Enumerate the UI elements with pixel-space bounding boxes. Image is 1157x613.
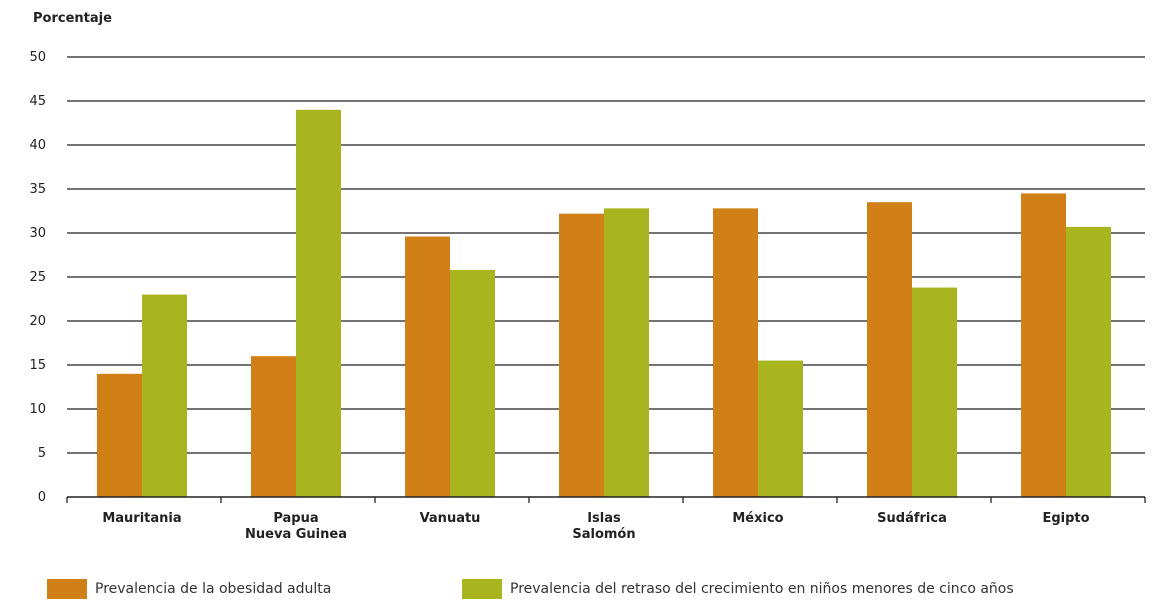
- y-tick-label: 35: [29, 182, 46, 197]
- y-tick-label: 25: [29, 270, 46, 285]
- category-label: Egipto: [1042, 511, 1089, 526]
- y-tick-label: 40: [29, 138, 46, 153]
- category-label: Mauritania: [102, 511, 181, 526]
- category-label: Papua: [273, 511, 318, 526]
- y-tick-label: 10: [29, 402, 46, 417]
- legend-item-stunting: Prevalencia del retraso del crecimiento …: [462, 578, 1014, 600]
- bar-obesity: [97, 373, 142, 497]
- bar-obesity: [251, 356, 296, 497]
- y-tick-label: 50: [29, 50, 46, 65]
- bar-obesity: [867, 202, 912, 497]
- bar-obesity: [405, 236, 450, 497]
- category-label: México: [732, 511, 783, 526]
- bar-stunting: [296, 109, 341, 498]
- y-tick-label: 20: [29, 314, 46, 329]
- bar-stunting: [604, 208, 649, 498]
- y-tick-label: 30: [29, 226, 46, 241]
- category-label: Vanuatu: [420, 511, 481, 526]
- legend-swatch-stunting: [462, 579, 502, 599]
- bar-stunting: [450, 269, 495, 497]
- y-tick-label: 45: [29, 94, 46, 109]
- bar-obesity: [559, 213, 604, 497]
- y-tick-label: 0: [38, 490, 46, 505]
- category-label: Sudáfrica: [877, 511, 947, 526]
- y-axis-label: Porcentaje: [33, 11, 112, 26]
- bar-stunting: [142, 294, 187, 497]
- y-tick-labels: 0 5 10 15 20 25 30 35 40 45 50: [29, 50, 46, 505]
- legend-label-obesity: Prevalencia de la obesidad adulta: [95, 581, 332, 597]
- bar-obesity: [713, 208, 758, 498]
- legend-item-obesity: Prevalencia de la obesidad adulta: [47, 578, 331, 600]
- bars: [97, 109, 1111, 498]
- y-tick-label: 15: [29, 358, 46, 373]
- category-label: Islas: [587, 511, 621, 526]
- bar-obesity: [1021, 193, 1066, 497]
- category-label: Nueva Guinea: [245, 527, 347, 542]
- category-label: Salomón: [572, 527, 635, 542]
- legend-label-stunting: Prevalencia del retraso del crecimiento …: [510, 581, 1014, 597]
- bar-stunting: [758, 360, 803, 497]
- y-tick-label: 5: [38, 446, 46, 461]
- legend-swatch-obesity: [47, 579, 87, 599]
- bar-stunting: [1066, 226, 1111, 497]
- bar-stunting: [912, 287, 957, 497]
